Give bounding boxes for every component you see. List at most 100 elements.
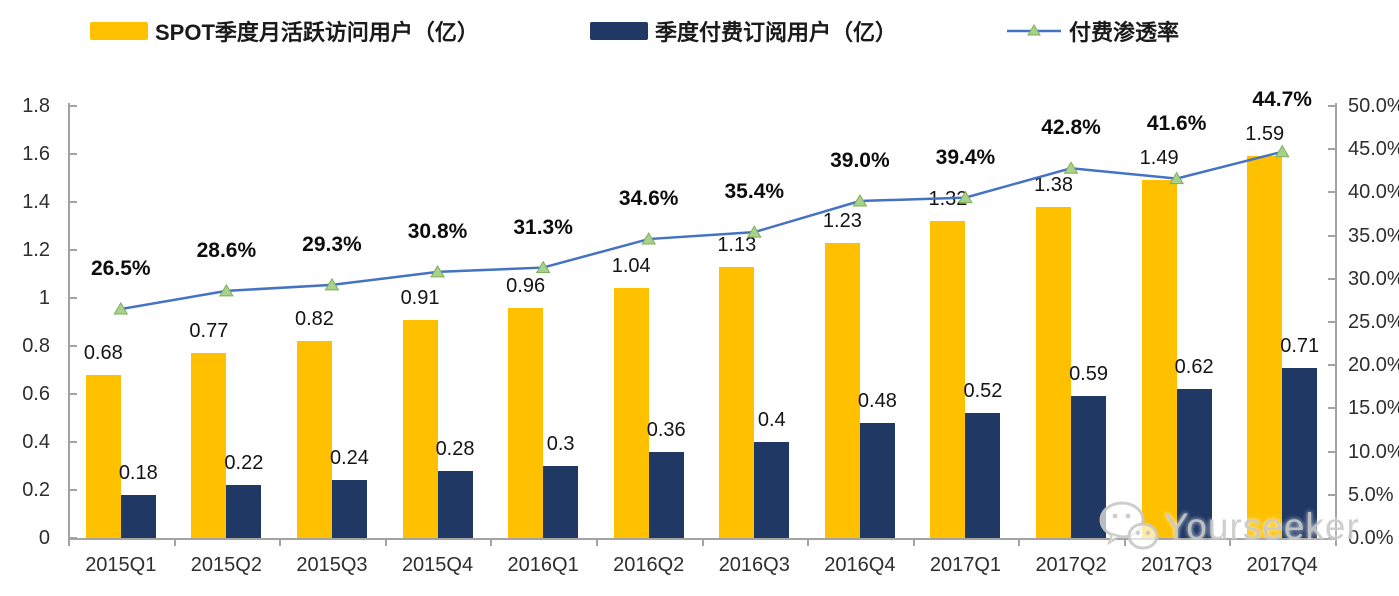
x-axis-tick — [490, 538, 493, 546]
right-axis-tick — [1328, 450, 1335, 453]
watermark: Yourseeker — [1096, 498, 1360, 556]
mau-bar-label: 0.77 — [189, 320, 229, 343]
legend-item-penetration: 付费渗透率 — [1006, 16, 1179, 46]
right-axis-tick-label: 50.0% — [1348, 95, 1399, 117]
line-marker-legend-icon — [1007, 24, 1061, 36]
mau-bar — [85, 374, 121, 538]
x-axis-tick — [1123, 538, 1126, 546]
sub-bar-label: 0.24 — [329, 447, 369, 470]
legend-item-mau: SPOT季度月活跃访问用户（亿） — [90, 16, 479, 46]
sub-bar — [965, 413, 1001, 538]
right-axis-tick — [1328, 407, 1335, 410]
watermark-text: Yourseeker — [1164, 506, 1360, 547]
right-axis-tick-label: 20.0% — [1348, 354, 1399, 377]
right-axis-tick-label: 10.0% — [1348, 440, 1399, 463]
right-axis-tick-label: 45.0% — [1348, 138, 1399, 161]
x-axis-category-label: 2016Q2 — [613, 554, 685, 576]
x-axis-tick — [384, 538, 387, 546]
right-axis-tick-label: 15.0% — [1348, 397, 1399, 420]
x-axis-category-label: 2016Q3 — [718, 554, 790, 576]
right-axis-tick — [1328, 191, 1335, 194]
penetration-label: 35.4% — [724, 180, 785, 204]
penetration-line — [120, 150, 1283, 311]
mau-bar-label: 1.04 — [611, 255, 651, 278]
mau-legend-label: SPOT季度月活跃访问用户（亿） — [155, 20, 479, 45]
right-axis-tick-label: 25.0% — [1348, 311, 1399, 333]
x-axis-tick — [68, 538, 70, 546]
sub-bar-label: 0.18 — [118, 461, 158, 484]
penetration-label: 31.3% — [513, 215, 573, 239]
subscribers-legend-swatch — [590, 22, 648, 40]
x-axis-tick — [173, 538, 176, 546]
penetration-marker — [113, 302, 129, 315]
mau-bar — [613, 288, 649, 538]
penetration-marker — [852, 194, 868, 207]
left-axis-tick-label: 0.6 — [22, 383, 50, 405]
sub-bar — [1071, 396, 1107, 538]
right-axis-line — [1335, 103, 1337, 538]
x-axis-tick — [912, 538, 915, 546]
sub-bar-label: 0.52 — [963, 380, 1003, 403]
x-axis-tick — [1018, 538, 1021, 546]
right-axis-tick — [1328, 364, 1335, 367]
mau-bar — [719, 266, 755, 538]
penetration-marker — [218, 283, 234, 297]
penetration-marker — [535, 260, 551, 274]
sub-bar — [648, 451, 684, 538]
x-axis-tick — [1229, 538, 1232, 546]
left-axis-tick — [70, 537, 77, 539]
x-axis-category-label: 2017Q1 — [929, 554, 1002, 576]
right-axis-tick-label: 30.0% — [1348, 267, 1399, 290]
left-axis-tick — [70, 489, 77, 491]
sub-bar-label: 0.71 — [1280, 334, 1320, 357]
x-axis-tick — [701, 538, 704, 546]
x-axis-tick — [1335, 538, 1337, 546]
left-axis-tick — [70, 249, 77, 251]
sub-bar-label: 0.3 — [546, 433, 575, 455]
wechat-icon — [1099, 501, 1159, 550]
left-axis-tick-label: 1.8 — [22, 95, 50, 117]
sub-bar-label: 0.28 — [435, 437, 475, 460]
sub-bar — [437, 470, 473, 538]
right-axis-tick — [1328, 537, 1335, 539]
left-axis-tick-label: 0.8 — [22, 335, 50, 357]
left-axis-tick — [70, 201, 77, 203]
right-axis-tick-label: 0.0% — [1348, 527, 1394, 549]
sub-bar-label: 0.59 — [1069, 363, 1108, 386]
penetration-legend-label: 付费渗透率 — [1069, 20, 1180, 45]
mau-bar — [296, 341, 332, 538]
penetration-label: 41.6% — [1146, 112, 1207, 136]
legend-item-subscribers: 季度付费订阅用户（亿） — [590, 16, 897, 46]
right-axis-tick-label: 35.0% — [1348, 224, 1399, 247]
mau-bar — [508, 307, 544, 538]
left-axis-tick-label: 0.4 — [22, 431, 50, 453]
penetration-label: 44.7% — [1252, 88, 1312, 112]
left-axis-tick-label: 0.2 — [22, 479, 50, 501]
left-axis-tick-label: 1.4 — [22, 191, 50, 213]
subscribers-legend-label: 季度付费订阅用户（亿） — [655, 20, 898, 45]
penetration-label: 34.6% — [618, 187, 679, 211]
x-axis-tick — [807, 538, 810, 546]
x-axis-category-label: 2015Q2 — [190, 554, 262, 576]
penetration-label: 30.8% — [407, 219, 468, 243]
sub-bar-label: 0.48 — [857, 389, 897, 412]
mau-bar-label: 1.32 — [928, 188, 968, 211]
sub-bar-label: 0.22 — [224, 452, 264, 475]
x-axis-category-label: 2017Q3 — [1141, 554, 1213, 576]
sub-bar — [859, 422, 895, 538]
left-axis-line — [68, 103, 70, 538]
penetration-label: 39.4% — [935, 145, 996, 169]
left-axis-tick — [70, 297, 77, 299]
right-axis-tick — [1328, 148, 1335, 151]
penetration-label: 39.0% — [830, 149, 890, 173]
left-axis-tick — [70, 345, 77, 347]
right-axis-tick — [1328, 234, 1335, 237]
left-axis-tick-label: 1 — [38, 287, 50, 309]
mau-bar-label: 0.82 — [294, 308, 334, 331]
x-axis-category-label: 2017Q2 — [1035, 554, 1107, 576]
sub-bar — [543, 466, 579, 538]
x-axis-category-label: 2017Q4 — [1246, 554, 1318, 576]
x-axis-category-label: 2016Q4 — [824, 554, 896, 576]
left-axis-tick-label: 1.2 — [22, 239, 50, 261]
